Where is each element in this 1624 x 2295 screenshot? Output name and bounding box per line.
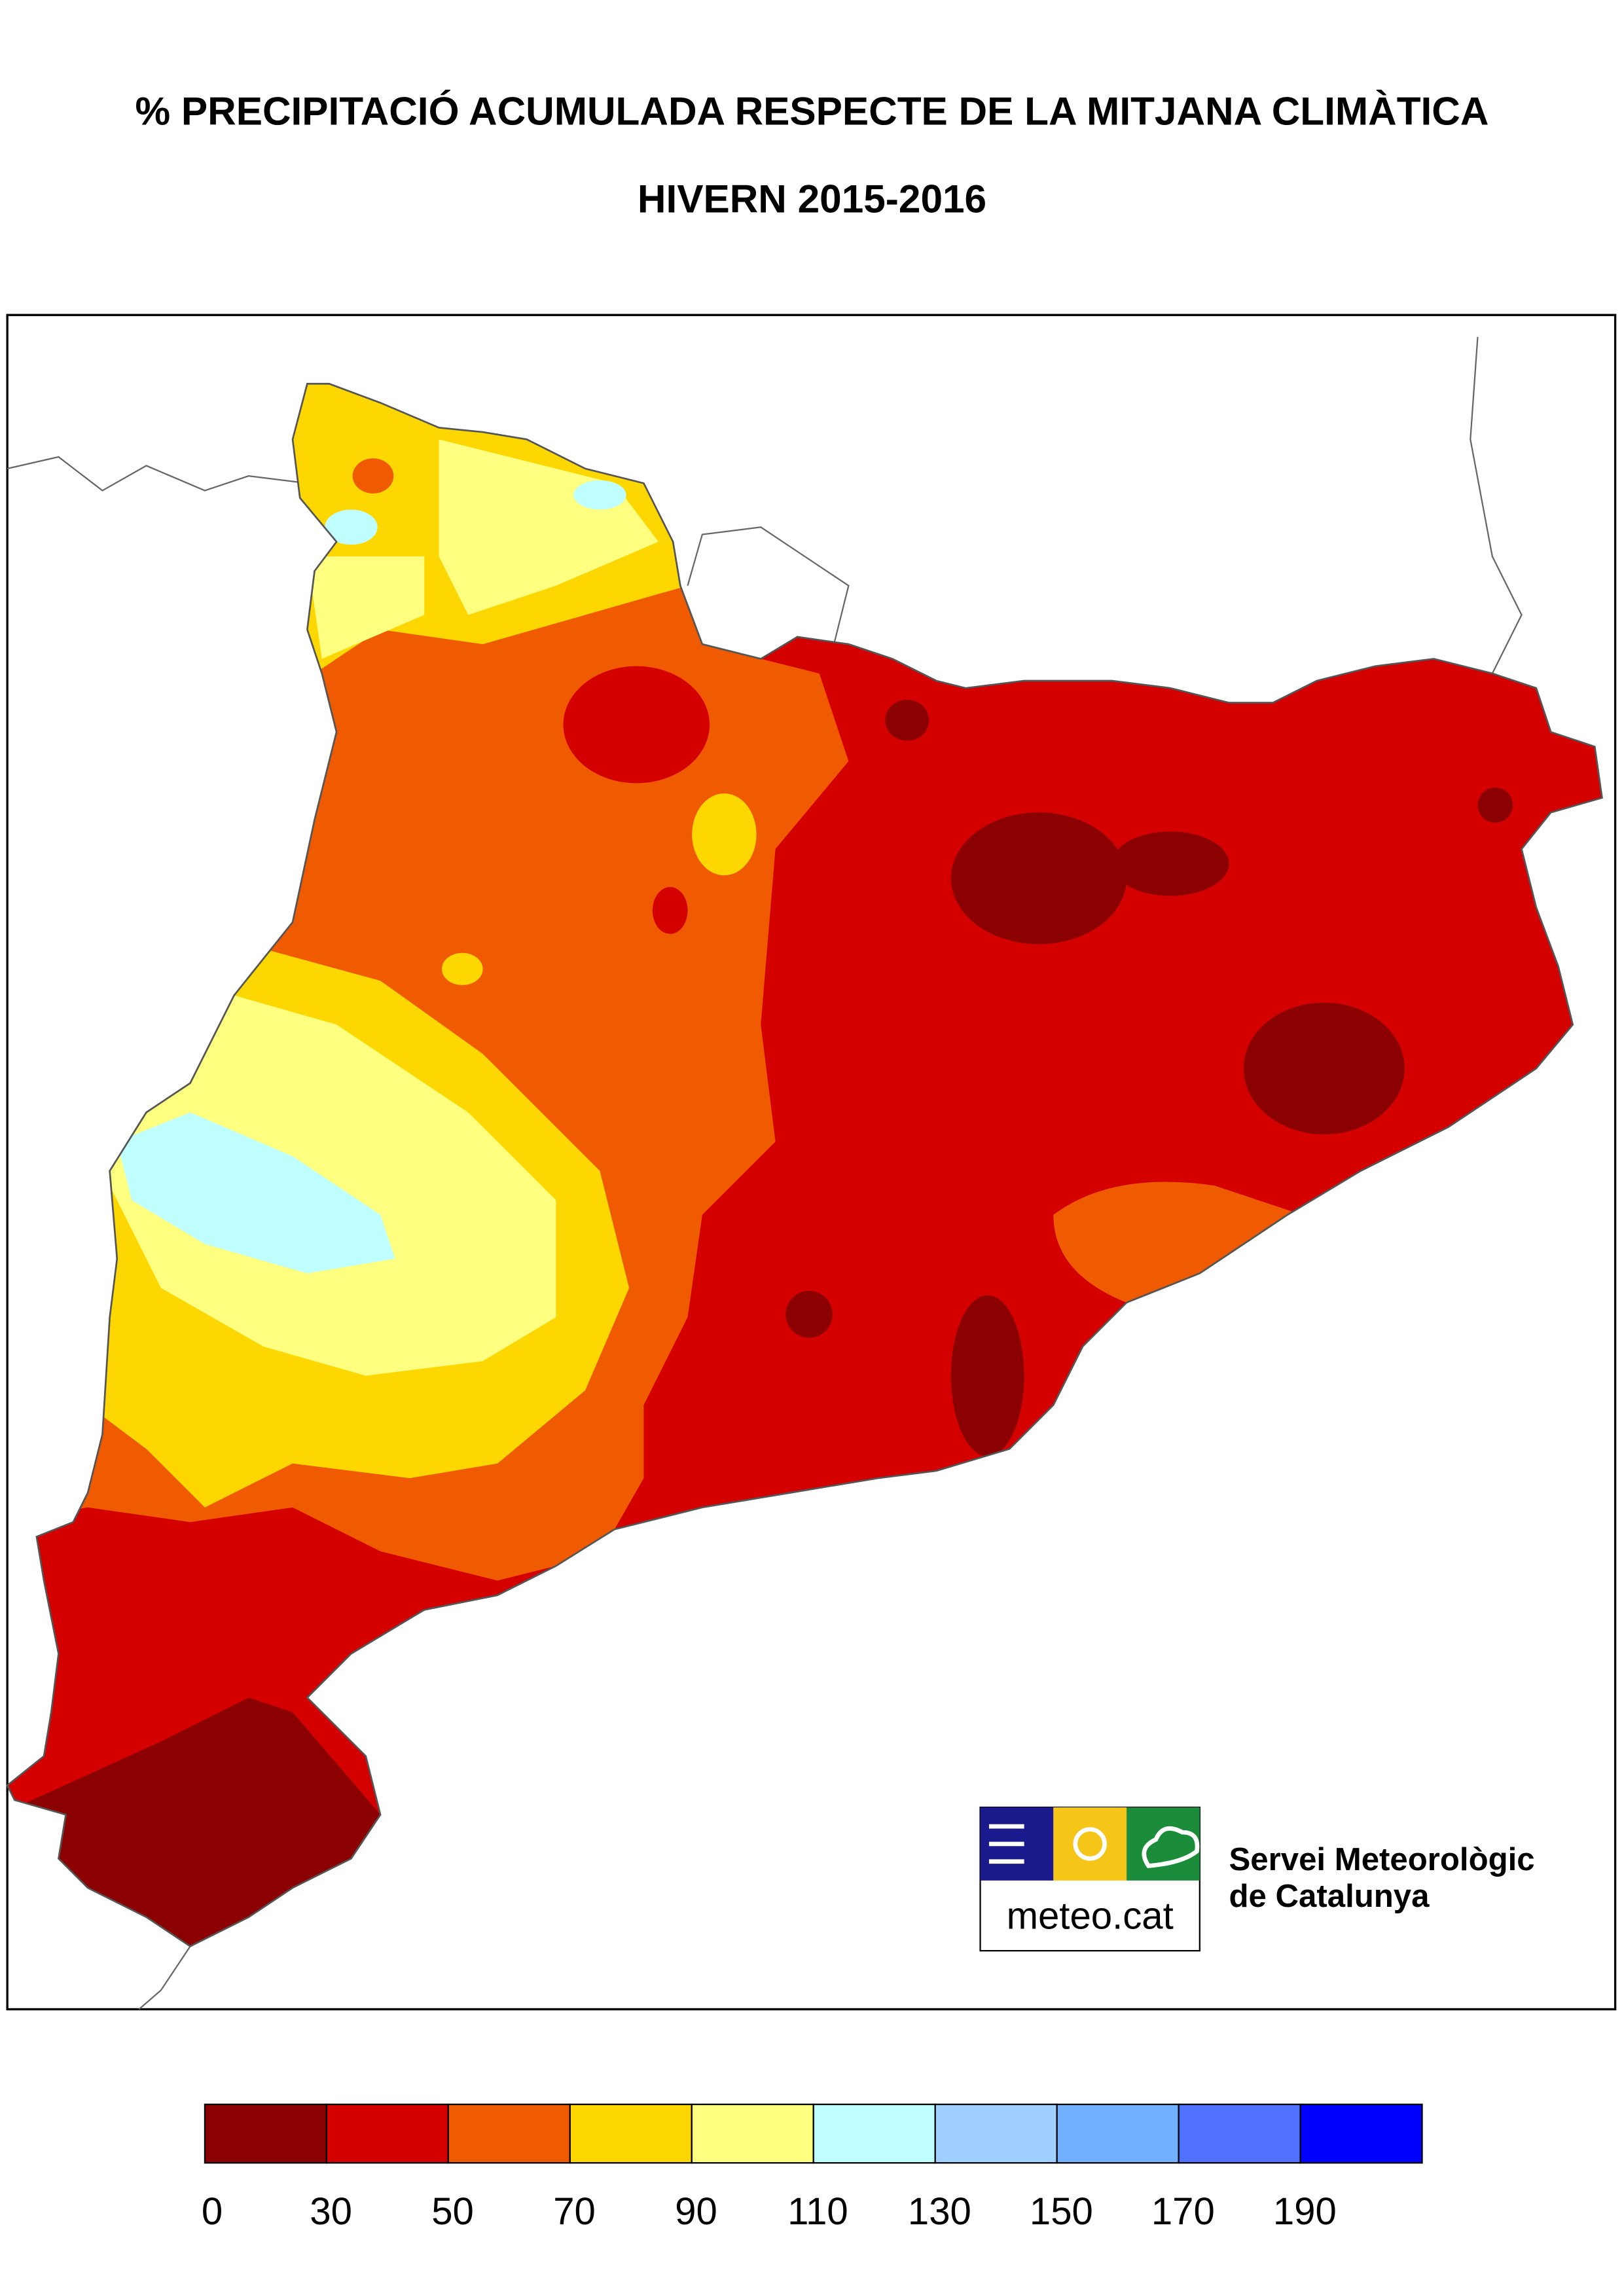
- logo-line1: Servei Meteorològic: [1229, 1841, 1535, 1877]
- title: % PRECIPITACIÓ ACUMULADA RESPECTE DE LA …: [135, 89, 1489, 134]
- legend-label: 170: [1151, 2190, 1215, 2233]
- legend-swatch: [691, 2103, 814, 2164]
- legend-label: 190: [1273, 2190, 1337, 2233]
- legend-swatch: [1056, 2103, 1180, 2164]
- legend-label: 90: [675, 2190, 717, 2233]
- legend-label: 50: [431, 2190, 474, 2233]
- legend-label: 130: [908, 2190, 971, 2233]
- legend-label: 30: [310, 2190, 352, 2233]
- legend-swatch: [325, 2103, 449, 2164]
- legend-swatch: [447, 2103, 571, 2164]
- legend-swatch: [1178, 2103, 1301, 2164]
- legend: 0 30 50 70 90 110 130 150 170 190: [202, 2103, 1423, 2233]
- logo-brand: meteo.cat: [1007, 1895, 1174, 1938]
- legend-swatch: [812, 2103, 936, 2164]
- legend-swatch: [934, 2103, 1058, 2164]
- legend-swatch: [1299, 2103, 1423, 2164]
- legend-label: 0: [202, 2190, 223, 2233]
- logo-line2: de Catalunya: [1229, 1878, 1430, 1914]
- legend-swatch: [204, 2103, 327, 2164]
- subtitle: HIVERN 2015-2016: [638, 177, 986, 221]
- logo: meteo.cat Servei Meteorològic de Catalun…: [979, 1806, 1535, 1952]
- legend-label: 110: [787, 2190, 848, 2233]
- legend-label: 70: [553, 2190, 596, 2233]
- borders: [7, 336, 1523, 2010]
- legend-label: 150: [1030, 2190, 1093, 2233]
- legend-swatch: [569, 2103, 693, 2164]
